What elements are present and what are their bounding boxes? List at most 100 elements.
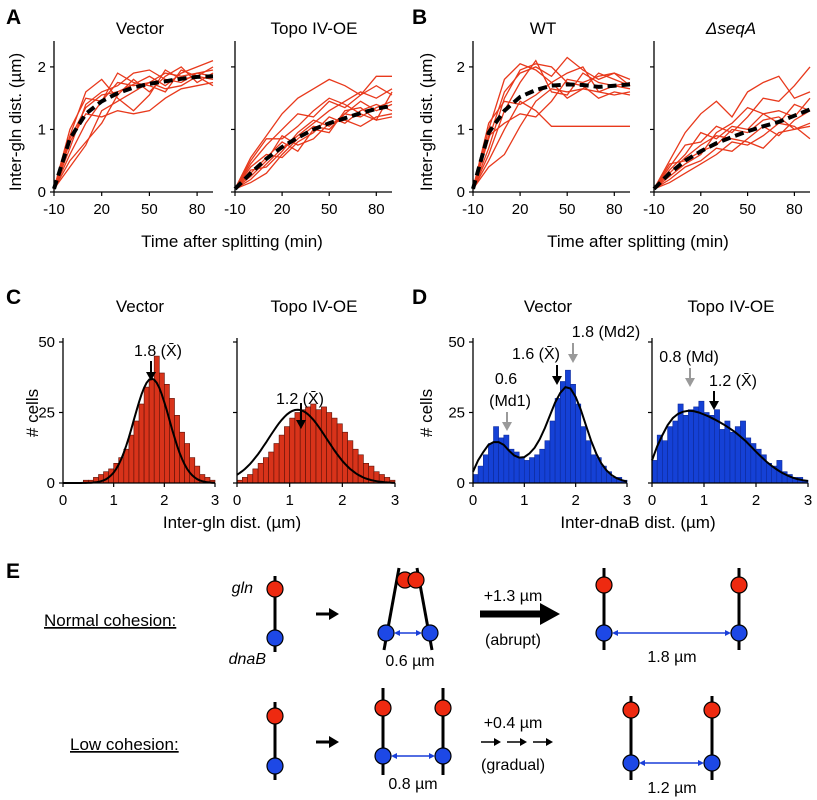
annotation-d-md1: 0.6 (Md1) — [489, 371, 531, 431]
histogram-bar — [284, 426, 290, 484]
x-tick-label: 1 — [285, 492, 293, 509]
distance-arrow-head — [612, 630, 618, 636]
chart-title-c-vector: Vector — [116, 297, 165, 316]
histogram-bar — [703, 412, 710, 484]
histogram-bar — [539, 448, 546, 484]
trace-line — [653, 116, 811, 190]
x-tick-label: 50 — [321, 201, 338, 218]
gln-locus-dot — [266, 707, 284, 725]
x-tick-label: 3 — [391, 492, 399, 509]
histogram-bar — [262, 457, 269, 484]
trace-line — [234, 103, 393, 190]
step-arrow-head — [329, 736, 339, 748]
histogram-bar — [740, 420, 746, 484]
panel-letter-b: B — [412, 6, 427, 29]
low-distance-2: 1.2 µm — [647, 780, 696, 797]
y-tick-label: 0 — [38, 184, 46, 201]
y-tick-label: 0 — [457, 475, 465, 492]
panel-letter-c: C — [6, 286, 21, 309]
annotation-d-md2-text: 1.8 (Md2) — [572, 324, 640, 341]
histogram-bar — [257, 462, 264, 484]
trace-line — [234, 88, 393, 190]
histogram-bar — [133, 420, 140, 484]
distance-arrow-head — [391, 753, 397, 759]
histogram-bar — [729, 431, 736, 484]
gln-locus-dot — [730, 576, 748, 594]
ylabel-a: Inter-gln dist. (µm) — [6, 53, 25, 191]
annotation-d-mean-text: 1.6 (X̄) — [512, 346, 560, 363]
x-tick-label: 2 — [160, 492, 168, 509]
step-arrow-head — [329, 608, 339, 620]
trace-line — [472, 59, 631, 190]
histogram-bar — [278, 434, 285, 484]
x-tick-label: 20 — [274, 201, 291, 218]
annotation-d-md1-sub: (Md1) — [489, 393, 531, 410]
annotation-arrow-head — [709, 401, 719, 410]
histogram-bar — [153, 355, 160, 484]
distance-arrow-head — [698, 760, 704, 766]
histogram-bar — [477, 465, 484, 484]
mean-dashed-line — [52, 74, 214, 190]
trace-line — [653, 125, 811, 190]
y-tick-label: 1 — [38, 121, 46, 138]
histogram-bar — [493, 426, 499, 484]
x-tick-label: 1 — [520, 492, 528, 509]
normal-step-label: +1.3 µm — [484, 588, 543, 605]
annotation-arrow-head — [502, 422, 512, 431]
chart-title-a-topo: Topo IV-OE — [271, 19, 358, 38]
gln-locus-dot — [703, 701, 721, 719]
x-tick-label: 80 — [189, 201, 206, 218]
x-tick-label: 0 — [59, 492, 67, 509]
trace-line — [472, 100, 630, 190]
histogram-bar — [320, 406, 327, 484]
x-tick-label: 20 — [692, 201, 709, 218]
annotation-d-topo-md-text: 0.8 (Md) — [659, 349, 719, 366]
dnab-locus-dot — [434, 747, 452, 765]
x-tick-label: 3 — [804, 492, 812, 509]
low-cohesion-label: Low cohesion: — [70, 735, 179, 754]
histogram-bar — [580, 426, 587, 484]
x-tick-label: 3 — [623, 492, 631, 509]
ylabel-b: Inter-gln dist. (µm) — [417, 53, 436, 191]
dnab-locus-dot — [377, 624, 395, 642]
trace-line — [653, 110, 811, 190]
x-tick-label: 50 — [559, 201, 576, 218]
annotation-d-topo-md: 0.8 (Md) — [659, 349, 719, 387]
trace-line — [53, 69, 214, 190]
histogram-bar — [169, 398, 175, 484]
gradual-arrow-head — [546, 738, 553, 746]
trace-line — [653, 122, 811, 190]
x-tick-label: 2 — [571, 492, 579, 509]
annotation-arrow-head — [552, 376, 562, 385]
abrupt-arrow-head — [540, 603, 560, 625]
mean-dashed-line — [471, 82, 631, 190]
x-tick-label: -10 — [224, 201, 246, 218]
histogram-bar — [357, 454, 364, 484]
gradual-arrow-head — [494, 738, 501, 746]
histogram-bar — [305, 406, 312, 484]
trace-line — [53, 75, 214, 190]
annotation-d-mean: 1.6 (X̄) — [512, 346, 562, 385]
fit-curve — [651, 409, 809, 482]
xlabel-c: Inter-gln dist. (µm) — [163, 513, 301, 532]
annotation-d-md1-value: 0.6 — [495, 371, 517, 388]
dnab-locus-dot — [622, 754, 640, 772]
dnab-locus-dot — [703, 754, 721, 772]
x-tick-label: 0 — [648, 492, 656, 509]
annotation-arrow-head — [685, 378, 695, 387]
gln-locus-dot — [595, 576, 613, 594]
distance-arrow-head — [725, 630, 731, 636]
distance-arrow-head — [639, 760, 645, 766]
trace-line — [234, 97, 393, 190]
histogram-bar — [677, 403, 684, 484]
histogram-bar — [352, 448, 359, 484]
gln-locus-dot — [407, 571, 425, 589]
histogram-bar — [693, 406, 700, 484]
x-tick-label: 0 — [469, 492, 477, 509]
normal-cohesion-label: Normal cohesion: — [44, 611, 176, 630]
annotation-d-topo-mean: 1.2 (X̄) — [709, 373, 757, 410]
histogram-bar — [138, 403, 145, 484]
histogram-bar — [273, 443, 280, 484]
